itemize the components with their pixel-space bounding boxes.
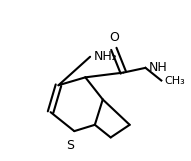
Text: S: S [66,139,74,152]
Text: NH₂: NH₂ [93,50,117,63]
Text: CH₃: CH₃ [164,76,185,85]
Text: NH: NH [149,61,167,74]
Text: O: O [109,31,119,44]
